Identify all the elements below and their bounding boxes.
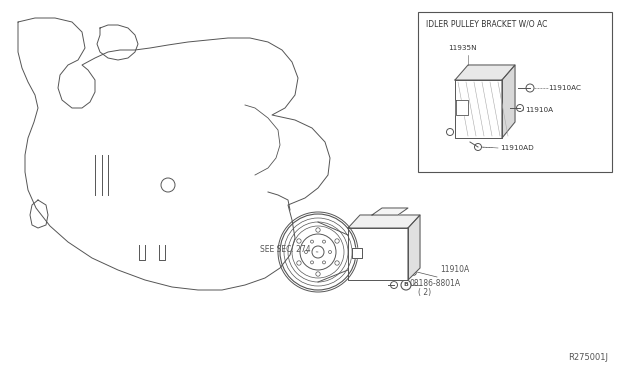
Text: 11935N: 11935N [448, 45, 477, 51]
Polygon shape [348, 228, 408, 280]
Polygon shape [408, 215, 420, 280]
Text: ( 2): ( 2) [418, 289, 431, 298]
Text: IDLER PULLEY BRACKET W/O AC: IDLER PULLEY BRACKET W/O AC [426, 19, 547, 29]
Text: 11910AD: 11910AD [500, 145, 534, 151]
Bar [418, 12, 612, 172]
Text: B: B [404, 282, 408, 288]
Polygon shape [456, 100, 468, 115]
Polygon shape [502, 65, 515, 138]
Text: SEE SEC. 274: SEE SEC. 274 [260, 246, 318, 254]
Text: 11910A: 11910A [440, 266, 469, 275]
Polygon shape [352, 248, 362, 258]
Text: 11910A: 11910A [525, 107, 553, 113]
Polygon shape [455, 80, 502, 138]
Polygon shape [348, 215, 420, 228]
Text: R275001J: R275001J [568, 353, 608, 362]
Polygon shape [372, 208, 408, 215]
Text: 11910AC: 11910AC [548, 85, 581, 91]
Text: 08186-8801A: 08186-8801A [410, 279, 461, 288]
Polygon shape [455, 65, 515, 80]
